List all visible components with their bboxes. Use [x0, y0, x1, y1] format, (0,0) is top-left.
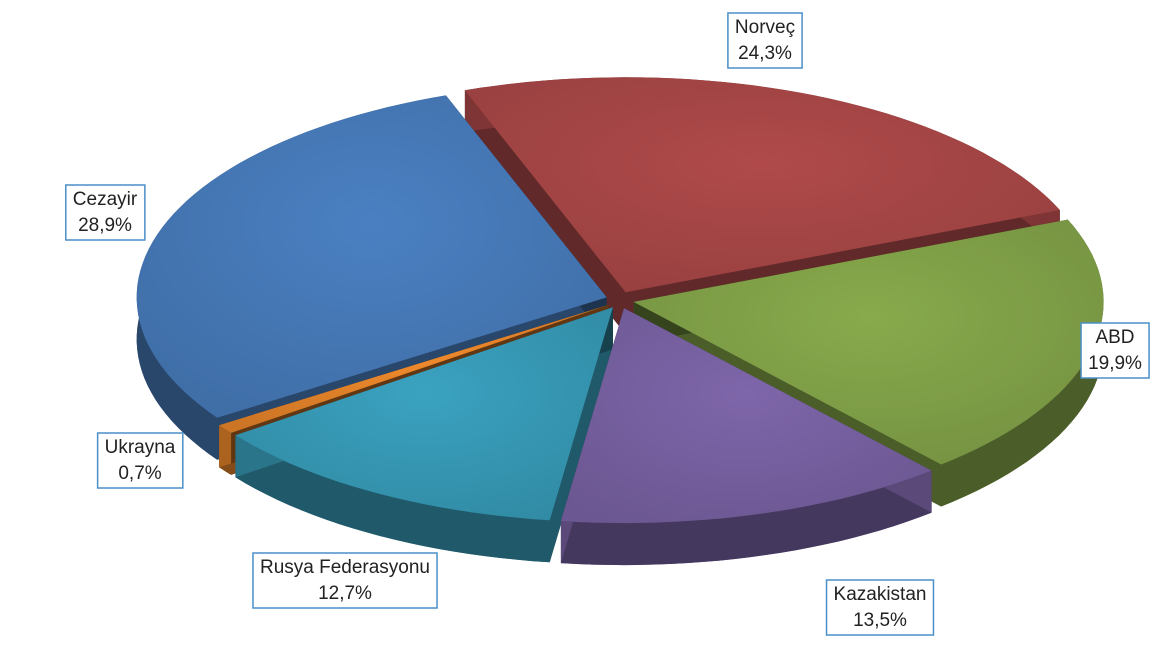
label-value: 24,3% — [738, 43, 792, 64]
slice — [136, 95, 607, 418]
label-name: ABD — [1095, 327, 1134, 348]
label-box — [825, 579, 935, 636]
label-box — [96, 432, 184, 489]
data-label: ABD 19,9% — [1080, 322, 1150, 379]
slice — [464, 77, 1060, 293]
data-label: Ukrayna 0,7% — [96, 432, 184, 489]
label-value: 0,7% — [118, 463, 161, 484]
label-value: 19,9% — [1088, 353, 1142, 374]
label-name: Ukrayna — [105, 437, 176, 458]
label-box — [727, 12, 803, 69]
label-value: 13,5% — [853, 610, 907, 631]
data-label: Cezayir 28,9% — [65, 184, 146, 241]
data-label: Kazakistan 13,5% — [825, 579, 935, 636]
label-box — [252, 552, 438, 609]
label-text: ABD 19,9% — [1088, 327, 1142, 374]
slice-rim — [219, 425, 232, 475]
label-box — [65, 184, 146, 241]
label-value: 12,7% — [318, 583, 372, 604]
label-text: Kazakistan 13,5% — [834, 584, 927, 631]
slice — [560, 308, 932, 524]
label-text: Rusya Federasyonu 12,7% — [260, 557, 430, 604]
label-box — [1080, 322, 1150, 379]
data-label: Norveç 24,3% — [727, 12, 803, 69]
label-text: Norveç 24,3% — [735, 17, 795, 64]
label-text: Ukrayna 0,7% — [105, 437, 176, 484]
slice — [235, 307, 613, 521]
label-name: Norveç — [735, 17, 795, 38]
label-name: Kazakistan — [834, 584, 927, 605]
label-text: Cezayir 28,9% — [73, 189, 138, 236]
slice — [633, 219, 1104, 465]
data-label: Rusya Federasyonu 12,7% — [252, 552, 438, 609]
label-value: 28,9% — [78, 215, 132, 236]
label-name: Cezayir — [73, 189, 138, 210]
slice — [219, 304, 609, 433]
label-name: Rusya Federasyonu — [260, 557, 430, 578]
